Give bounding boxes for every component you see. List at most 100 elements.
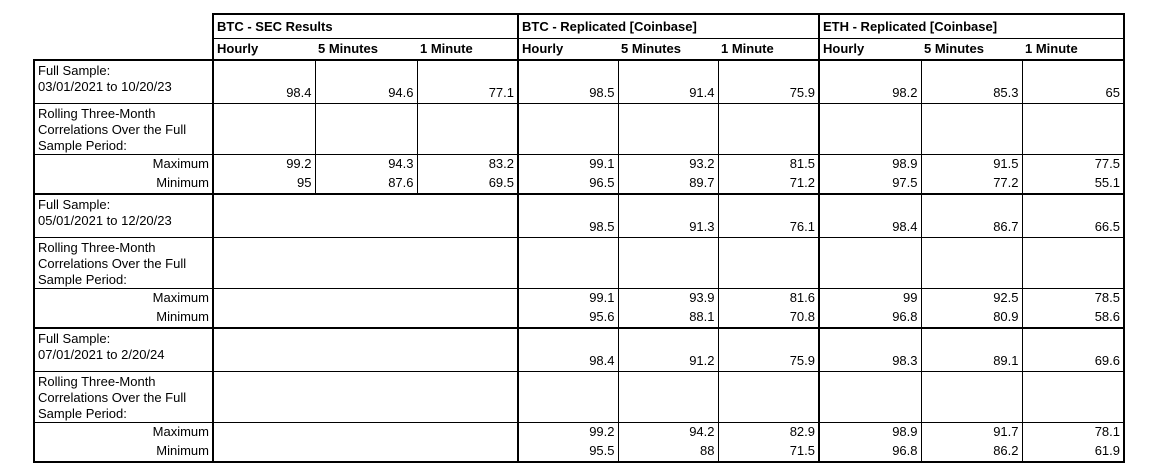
merged-empty-cell	[212, 442, 519, 463]
row-label-rolling-3: Rolling Three-Month Correlations Over th…	[33, 370, 214, 423]
value-cell: 98.2	[818, 59, 922, 104]
value-cell: 93.9	[617, 287, 719, 308]
empty-cell	[517, 370, 619, 423]
full-sample-period-2: 05/01/2021 to 12/20/23	[38, 213, 172, 228]
value-cell: 75.9	[717, 59, 820, 104]
value-cell: 91.3	[617, 193, 719, 238]
value-cell: 82.9	[717, 421, 820, 442]
empty-cell	[920, 236, 1023, 289]
value-cell: 99.1	[517, 153, 619, 174]
empty-cell	[920, 370, 1023, 423]
value-cell: 70.8	[717, 308, 820, 329]
group-header-btc-replicated: BTC - Replicated [Coinbase]	[517, 13, 820, 39]
table-row-rolling-3: Rolling Three-Month Correlations Over th…	[33, 370, 1125, 423]
value-cell: 77.2	[920, 174, 1023, 195]
value-cell: 55.1	[1021, 174, 1125, 195]
empty-cell	[212, 102, 316, 155]
full-sample-label: Full Sample:	[38, 331, 111, 346]
value-cell: 80.9	[920, 308, 1023, 329]
row-label-minimum-2: Minimum	[33, 308, 214, 329]
row-label-rolling-2: Rolling Three-Month Correlations Over th…	[33, 236, 214, 289]
col-header-rep-hourly: Hourly	[517, 37, 618, 61]
empty-cell	[416, 102, 519, 155]
group-header-row: BTC - SEC Results BTC - Replicated [Coin…	[34, 13, 1125, 39]
value-cell: 93.2	[617, 153, 719, 174]
value-cell: 86.7	[920, 193, 1023, 238]
table-row-full-sample-2: Full Sample: 05/01/2021 to 12/20/23 98.5…	[33, 193, 1125, 238]
value-cell: 98.4	[818, 193, 922, 238]
col-header-sec-5min: 5 Minutes	[315, 37, 417, 61]
table-row-minimum-2: Minimum 95.6 88.1 70.8 96.8 80.9 58.6	[33, 308, 1125, 329]
row-label-minimum-1: Minimum	[33, 174, 214, 195]
value-cell: 91.7	[920, 421, 1023, 442]
row-label-maximum-2: Maximum	[33, 287, 214, 308]
value-cell: 76.1	[717, 193, 820, 238]
merged-empty-cell	[212, 421, 519, 442]
full-sample-period-1: 03/01/2021 to 10/20/23	[38, 79, 172, 94]
value-cell: 91.4	[617, 59, 719, 104]
merged-empty-cell	[212, 370, 519, 423]
table-row-minimum-3: Minimum 95.5 88 71.5 96.8 86.2 61.9	[33, 442, 1125, 463]
col-header-sec-hourly: Hourly	[212, 37, 315, 61]
value-cell: 98.4	[212, 59, 316, 104]
empty-cell	[617, 236, 719, 289]
value-cell: 98.9	[818, 421, 922, 442]
value-cell: 96.8	[818, 308, 922, 329]
value-cell: 99.1	[517, 287, 619, 308]
value-cell: 98.5	[517, 193, 619, 238]
value-cell: 95.6	[517, 308, 619, 329]
value-cell: 88.1	[617, 308, 719, 329]
value-cell: 98.4	[517, 327, 619, 372]
value-cell: 75.9	[717, 327, 820, 372]
value-cell: 69.5	[416, 174, 519, 195]
table-row-maximum-2: Maximum 99.1 93.9 81.6 99 92.5 78.5	[33, 287, 1125, 308]
correlation-results-table-region: BTC - SEC Results BTC - Replicated [Coin…	[33, 13, 1125, 463]
table-row-minimum-1: Minimum 95 87.6 69.5 96.5 89.7 71.2 97.5…	[33, 174, 1125, 195]
empty-cell	[1021, 370, 1125, 423]
value-cell: 95.5	[517, 442, 619, 463]
empty-cell	[617, 370, 719, 423]
row-label-full-sample-2: Full Sample: 05/01/2021 to 12/20/23	[33, 193, 214, 238]
merged-empty-cell	[212, 308, 519, 329]
value-cell: 96.5	[517, 174, 619, 195]
col-header-eth-1min: 1 Minute	[1022, 37, 1125, 61]
value-cell: 92.5	[920, 287, 1023, 308]
col-header-rep-5min: 5 Minutes	[618, 37, 718, 61]
value-cell: 97.5	[818, 174, 922, 195]
row-label-full-sample-1: Full Sample: 03/01/2021 to 10/20/23	[33, 59, 214, 104]
full-sample-label: Full Sample:	[38, 63, 111, 78]
group-header-eth-replicated: ETH - Replicated [Coinbase]	[818, 13, 1125, 39]
empty-cell	[717, 102, 820, 155]
value-cell: 99.2	[212, 153, 316, 174]
group-header-btc-sec: BTC - SEC Results	[212, 13, 519, 39]
row-label-maximum-3: Maximum	[33, 421, 214, 442]
empty-cell	[920, 102, 1023, 155]
value-cell: 61.9	[1021, 442, 1125, 463]
results-table: BTC - SEC Results BTC - Replicated [Coin…	[33, 13, 1125, 463]
empty-cell	[717, 236, 820, 289]
table-row-full-sample-1: Full Sample: 03/01/2021 to 10/20/23 98.4…	[33, 59, 1125, 104]
value-cell: 66.5	[1021, 193, 1125, 238]
value-cell: 71.5	[717, 442, 820, 463]
empty-cell	[717, 370, 820, 423]
empty-cell	[1021, 236, 1125, 289]
merged-empty-cell	[212, 327, 519, 372]
empty-cell	[517, 236, 619, 289]
table-row-full-sample-3: Full Sample: 07/01/2021 to 2/20/24 98.4 …	[33, 327, 1125, 372]
row-label-minimum-3: Minimum	[33, 442, 214, 463]
value-cell: 94.3	[314, 153, 418, 174]
empty-cell	[818, 236, 922, 289]
value-cell: 69.6	[1021, 327, 1125, 372]
value-cell: 91.5	[920, 153, 1023, 174]
col-header-rep-1min: 1 Minute	[718, 37, 820, 61]
value-cell: 86.2	[920, 442, 1023, 463]
value-cell: 85.3	[920, 59, 1023, 104]
table-row-rolling-1: Rolling Three-Month Correlations Over th…	[33, 102, 1125, 155]
col-header-sec-1min: 1 Minute	[417, 37, 519, 61]
value-cell: 99.2	[517, 421, 619, 442]
empty-cell	[1021, 102, 1125, 155]
merged-empty-cell	[212, 287, 519, 308]
value-cell: 81.6	[717, 287, 820, 308]
corner-blank-cell	[34, 38, 213, 60]
empty-cell	[617, 102, 719, 155]
